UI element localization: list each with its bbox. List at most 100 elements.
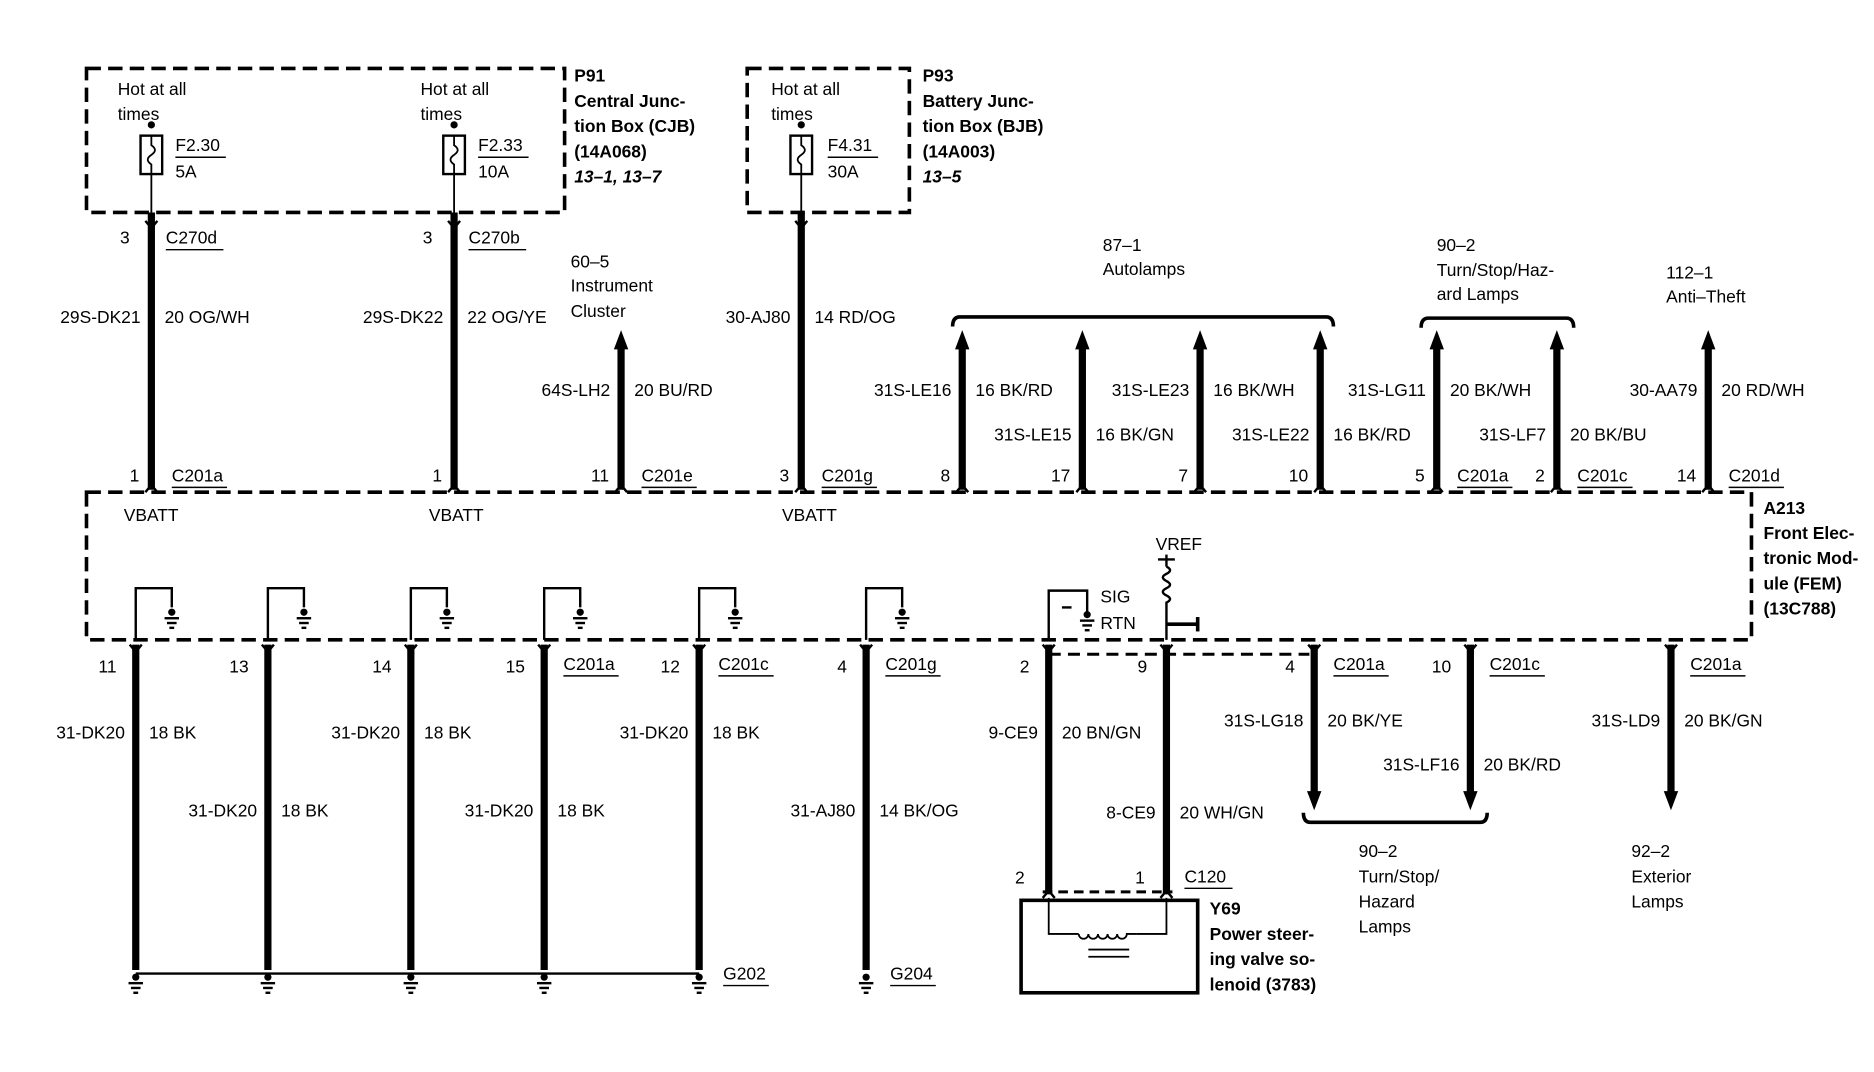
connector-pin: 3 bbox=[423, 228, 433, 248]
destination-bracket bbox=[1301, 812, 1489, 825]
destination-name: Instrument bbox=[571, 276, 653, 296]
component-box-y69 bbox=[1019, 898, 1200, 995]
destination-name: Cluster bbox=[571, 301, 626, 321]
ground-id: G202 bbox=[723, 964, 766, 984]
connector-pin: 10 bbox=[1432, 656, 1451, 676]
circuit-number: 31-DK20 bbox=[331, 722, 400, 742]
connector-pin-icon bbox=[1549, 483, 1564, 493]
connector-pin: 11 bbox=[98, 656, 116, 676]
rtn-label: RTN bbox=[1100, 613, 1135, 633]
vbatt-label: VBATT bbox=[429, 505, 484, 525]
wire-color: 14 BK/OG bbox=[879, 800, 958, 820]
component-reference: 13–5 bbox=[923, 166, 962, 186]
connector-id: C201a bbox=[1457, 465, 1509, 485]
connector-pin-icon bbox=[1664, 643, 1678, 654]
connector-id: C201a bbox=[563, 654, 615, 674]
connector-pin-icon bbox=[537, 643, 552, 654]
component-name: ule (FEM) bbox=[1763, 573, 1841, 593]
connector-pin: 8 bbox=[941, 465, 951, 485]
connector-pin-icon bbox=[260, 643, 275, 654]
fuse-element-icon bbox=[449, 135, 459, 175]
wire-color: 18 BK bbox=[712, 722, 760, 742]
wire-color: 14 RD/OG bbox=[814, 307, 895, 327]
wire-color: 20 BU/RD bbox=[634, 380, 712, 400]
component-id: P91 bbox=[574, 66, 605, 86]
connector-pin-icon bbox=[144, 483, 159, 493]
connector-pin: 12 bbox=[661, 656, 680, 676]
circuit-number: 29S-DK21 bbox=[60, 307, 140, 327]
circuit-number: 8-CE9 bbox=[1106, 803, 1155, 823]
connector-pin-icon bbox=[144, 220, 159, 230]
connector-pin-icon bbox=[614, 483, 628, 493]
fuse-rating: 5A bbox=[175, 162, 197, 182]
destination-ref: 112–1 bbox=[1666, 263, 1713, 283]
internal-ground-wire bbox=[134, 587, 173, 640]
solenoid-wire bbox=[1136, 897, 1168, 935]
wire-color: 16 BK/RD bbox=[975, 380, 1052, 400]
connector-pin: 9 bbox=[1138, 656, 1148, 676]
wire-color: 18 BK bbox=[281, 800, 329, 820]
arrow-up-icon bbox=[1429, 330, 1444, 350]
component-id: A213 bbox=[1763, 498, 1805, 518]
ground-icon bbox=[407, 973, 415, 981]
destination-ref: 87–1 bbox=[1103, 235, 1142, 255]
ground-icon bbox=[695, 973, 703, 981]
component-name: Central Junc- bbox=[574, 91, 685, 111]
connector-pin: 1 bbox=[130, 465, 140, 485]
circuit-number: 31S-LF16 bbox=[1383, 755, 1459, 775]
wire-color: 20 BK/GN bbox=[1684, 710, 1762, 730]
component-name: lenoid (3783) bbox=[1210, 974, 1316, 994]
circuit-number: 29S-DK22 bbox=[363, 307, 443, 327]
hot-at-all-times-label: Hot at all bbox=[771, 79, 840, 99]
fuse-element-icon bbox=[146, 135, 156, 175]
fuse-id: F2.30 bbox=[175, 135, 220, 155]
arrow-up-icon bbox=[613, 330, 629, 350]
ground-icon bbox=[898, 608, 906, 616]
circuit-number: 31-DK20 bbox=[465, 800, 534, 820]
destination-ref: 90–2 bbox=[1359, 841, 1398, 861]
destination-ref: 92–2 bbox=[1631, 841, 1670, 861]
destination-name: Lamps bbox=[1359, 917, 1412, 937]
internal-ground-wire bbox=[864, 587, 904, 640]
hot-at-all-times-label: times bbox=[420, 104, 462, 124]
destination-name: Turn/Stop/Haz- bbox=[1437, 260, 1555, 280]
circuit-number: 9-CE9 bbox=[989, 722, 1038, 742]
connector-pin-icon bbox=[128, 643, 143, 654]
connector-id: C270b bbox=[469, 228, 520, 248]
ground-icon bbox=[1083, 611, 1091, 619]
component-id: Y69 bbox=[1210, 899, 1241, 919]
connector-id: C201g bbox=[885, 654, 936, 674]
connector-pin-icon bbox=[859, 643, 874, 654]
hot-at-all-times-label: times bbox=[118, 104, 160, 124]
connector-id: C120 bbox=[1184, 866, 1226, 886]
circuit-number: 31-DK20 bbox=[620, 722, 689, 742]
connector-id: C201e bbox=[641, 465, 692, 485]
connector-pin-icon bbox=[1701, 483, 1716, 493]
connector-pin-icon bbox=[794, 220, 809, 230]
connector-pin: 13 bbox=[229, 656, 248, 676]
ground-icon bbox=[300, 608, 308, 616]
connector-id: C201g bbox=[822, 465, 873, 485]
component-name: ing valve so- bbox=[1210, 949, 1316, 969]
wire-color: 18 BK bbox=[424, 722, 472, 742]
ground-icon bbox=[264, 973, 272, 981]
arrow-down-icon bbox=[1463, 791, 1478, 811]
resistor-icon bbox=[1161, 565, 1172, 640]
sig-rtn-wire bbox=[1047, 589, 1089, 640]
connector-pin-icon bbox=[692, 643, 707, 654]
connector-pin: 14 bbox=[372, 656, 392, 676]
wire-color: 20 RD/WH bbox=[1721, 380, 1804, 400]
connector-pin: 7 bbox=[1178, 465, 1188, 485]
component-name: Power steer- bbox=[1210, 924, 1315, 944]
internal-ground-wire bbox=[266, 587, 306, 640]
ground-id: G204 bbox=[890, 964, 933, 984]
circuit-number: 64S-LH2 bbox=[542, 380, 611, 400]
connector-id: C201c bbox=[718, 654, 769, 674]
vbatt-label: VBATT bbox=[124, 505, 179, 525]
fuse-terminal-icon bbox=[797, 121, 805, 129]
wire-color: 20 BK/WH bbox=[1450, 380, 1531, 400]
fuse-rating: 30A bbox=[828, 162, 859, 182]
fuse-element-icon bbox=[796, 135, 806, 175]
component-part-number: (13C788) bbox=[1763, 599, 1836, 619]
